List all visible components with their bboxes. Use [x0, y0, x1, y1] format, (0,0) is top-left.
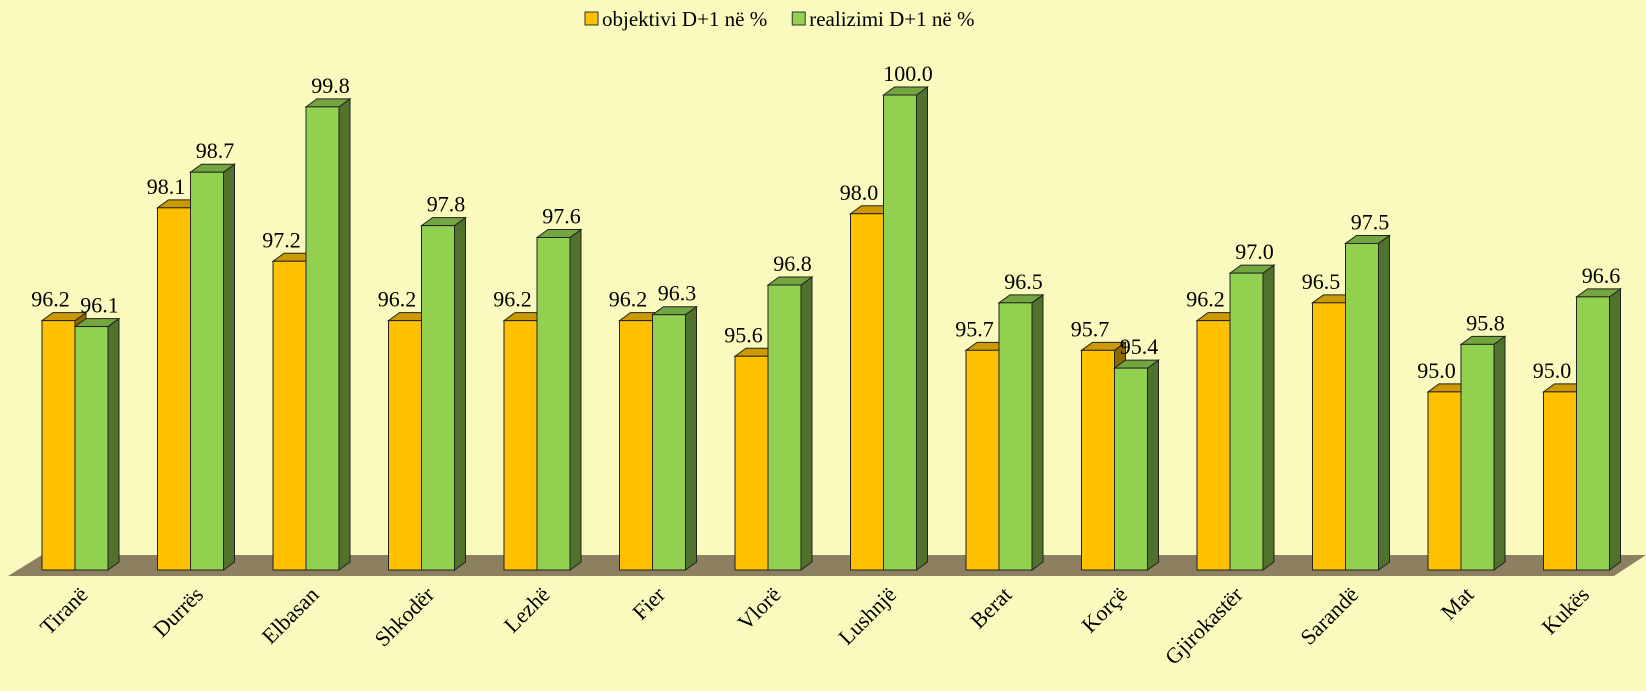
bar — [190, 171, 224, 571]
bar — [850, 213, 884, 571]
bar — [1345, 242, 1379, 571]
bar-side — [338, 97, 351, 571]
value-label: 96.2 — [31, 287, 70, 312]
bar-side — [223, 163, 235, 571]
bar-side — [1147, 359, 1159, 571]
bar — [1576, 296, 1610, 571]
value-label: 96.2 — [609, 287, 648, 312]
bar-side — [1262, 264, 1275, 571]
bar-side — [685, 305, 697, 571]
value-label: 100.0 — [883, 61, 933, 86]
bar-side — [569, 228, 582, 571]
bar-side — [1031, 293, 1044, 571]
floor — [8, 555, 1646, 576]
value-label: 95.8 — [1466, 310, 1505, 335]
bar — [1229, 272, 1264, 571]
value-label: 97.5 — [1351, 209, 1390, 234]
bar — [305, 106, 340, 571]
bar — [998, 302, 1033, 571]
legend-label: realizimi D+1 në % — [809, 7, 974, 31]
bar — [74, 326, 109, 571]
value-label: 98.7 — [196, 138, 235, 163]
value-label: 98.1 — [147, 174, 186, 199]
value-label: 96.2 — [1186, 287, 1225, 312]
bar — [1460, 343, 1495, 571]
value-label: 97.2 — [262, 227, 301, 252]
value-label: 96.6 — [1582, 263, 1621, 288]
value-label: 95.7 — [1071, 316, 1110, 341]
value-label: 95.6 — [724, 322, 763, 347]
legend-swatch — [584, 11, 599, 26]
bar-side — [107, 317, 120, 571]
bar — [1196, 320, 1231, 571]
bar — [767, 284, 802, 571]
value-label: 95.0 — [1533, 358, 1572, 383]
value-label: 95.4 — [1120, 334, 1159, 359]
bar — [536, 237, 571, 571]
bar — [734, 355, 769, 571]
bar — [619, 320, 653, 571]
bar-side — [916, 86, 928, 571]
bar — [388, 320, 422, 571]
bar-side — [454, 216, 466, 571]
value-label: 96.8 — [773, 251, 812, 276]
bar — [41, 320, 76, 571]
value-label: 96.2 — [378, 287, 417, 312]
bar — [652, 314, 686, 571]
bar-side — [800, 276, 813, 571]
value-label: 97.8 — [427, 192, 466, 217]
bar — [1427, 391, 1462, 571]
legend-swatch — [791, 11, 806, 26]
bar — [503, 320, 538, 571]
bar-side — [1609, 287, 1621, 571]
bar — [272, 260, 307, 571]
bar — [1312, 302, 1346, 571]
bar-side — [1378, 234, 1390, 571]
bar — [1114, 367, 1148, 571]
bar — [1543, 391, 1577, 571]
bar-side — [1493, 335, 1506, 571]
bar — [883, 94, 917, 571]
bar — [157, 207, 191, 571]
value-label: 99.8 — [311, 73, 350, 98]
value-label: 96.5 — [1302, 269, 1341, 294]
value-label: 95.7 — [955, 316, 994, 341]
value-label: 97.6 — [542, 204, 581, 229]
value-label: 97.0 — [1235, 239, 1274, 264]
value-label: 96.5 — [1004, 269, 1043, 294]
bar — [965, 349, 1000, 571]
value-label: 98.0 — [840, 180, 879, 205]
bar — [421, 225, 455, 571]
bar — [1081, 349, 1115, 571]
value-label: 96.2 — [493, 287, 532, 312]
value-label: 96.1 — [80, 293, 119, 318]
legend-label: objektivi D+1 në % — [602, 7, 767, 31]
value-label: 96.3 — [658, 281, 697, 306]
value-label: 95.0 — [1417, 358, 1456, 383]
